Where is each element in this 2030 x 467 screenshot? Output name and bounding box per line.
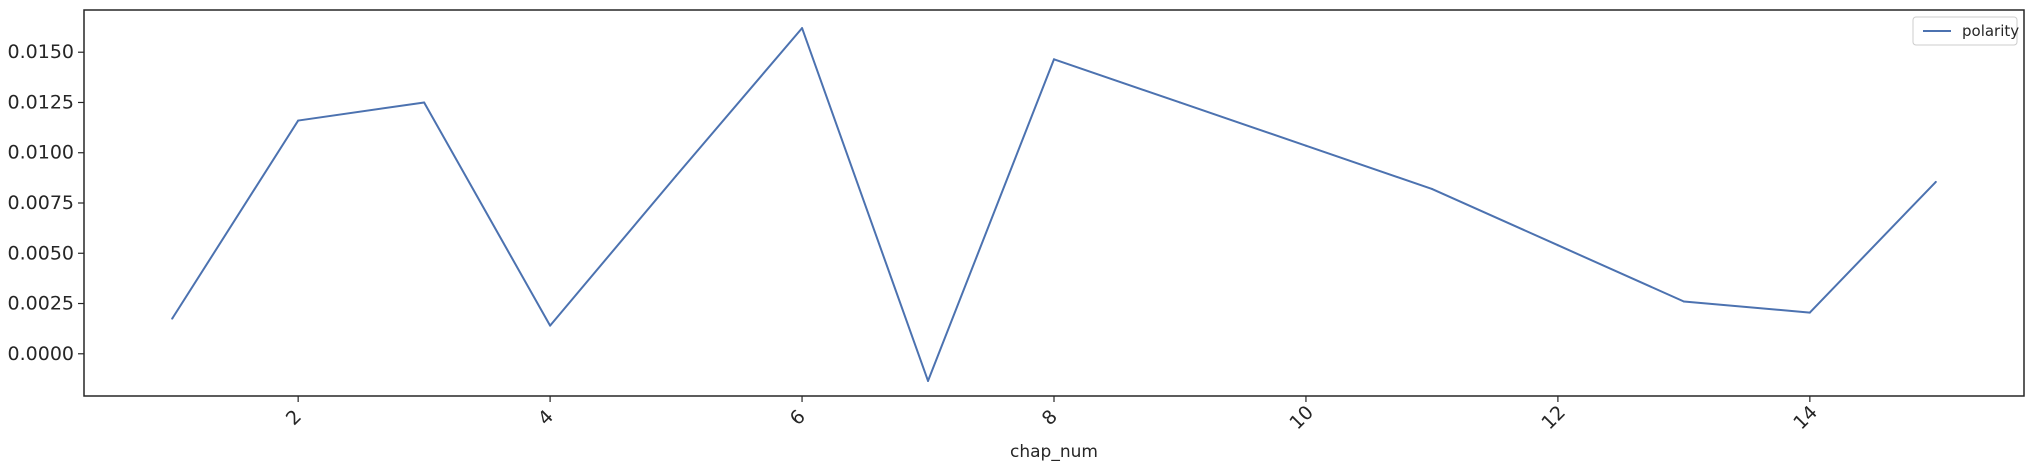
data-point bbox=[1934, 180, 1937, 183]
x-tick-label: 2 bbox=[282, 406, 306, 430]
legend: polarity bbox=[1912, 16, 2019, 46]
x-tick-label: 6 bbox=[786, 406, 810, 430]
data-point bbox=[1304, 144, 1307, 147]
legend-box bbox=[1912, 16, 2018, 46]
legend-label-polarity: polarity bbox=[1962, 22, 2019, 40]
x-axis-label: chap_num bbox=[1010, 442, 1098, 462]
data-point bbox=[1682, 300, 1685, 303]
data-point bbox=[1178, 101, 1181, 104]
x-tick-label: 14 bbox=[1789, 401, 1822, 434]
data-point bbox=[801, 27, 804, 30]
y-tick-label: 0.0075 bbox=[8, 192, 74, 214]
y-tick-label: 0.0150 bbox=[8, 41, 74, 63]
series-layer bbox=[171, 27, 1937, 382]
y-tick-label: 0.0050 bbox=[8, 242, 74, 264]
x-axis: 2 4 6 8 10 12 14 bbox=[282, 396, 1822, 434]
data-point bbox=[1053, 58, 1055, 61]
y-tick-label: 0.0125 bbox=[8, 91, 74, 113]
data-point bbox=[1808, 311, 1811, 314]
data-point bbox=[1430, 187, 1433, 190]
y-tick-label: 0.0100 bbox=[8, 142, 74, 164]
data-point bbox=[297, 119, 300, 122]
y-tick-label: 0.0025 bbox=[8, 293, 74, 315]
data-point bbox=[549, 324, 552, 327]
y-tick-label: 0.0000 bbox=[8, 343, 74, 365]
data-point bbox=[423, 101, 426, 104]
x-tick-label: 4 bbox=[534, 406, 558, 430]
y-axis: 0.0000 0.0025 0.0050 0.0075 0.0100 0.0125 0.01… bbox=[8, 41, 84, 365]
data-point bbox=[1556, 244, 1559, 247]
data-point bbox=[171, 317, 174, 320]
x-tick-label: 8 bbox=[1038, 406, 1062, 430]
x-tick-label: 10 bbox=[1285, 401, 1318, 434]
data-point bbox=[927, 379, 930, 382]
x-tick-label: 12 bbox=[1537, 401, 1570, 434]
data-point bbox=[675, 174, 678, 177]
plot-area bbox=[83, 9, 2025, 397]
